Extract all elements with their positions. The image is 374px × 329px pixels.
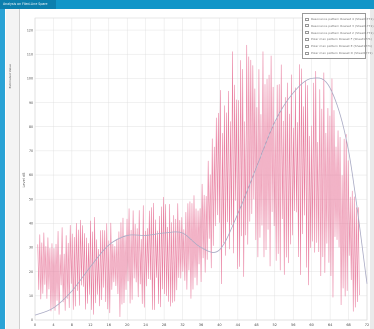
x-tick-label: 4 [52, 323, 55, 327]
x-tick-label: 68 [346, 323, 350, 327]
y-tick-label: 80 [29, 125, 33, 129]
y-tick-label: 50 [29, 197, 33, 201]
legend-label: Polar max pattern Rowset E (Sheet1771) [311, 44, 373, 49]
x-tick-label: 28 [162, 323, 166, 327]
x-tick-label: 24 [143, 323, 148, 327]
legend-swatch [305, 31, 309, 35]
y-tick-label: 110 [27, 52, 33, 56]
x-tick-label: 48 [254, 323, 258, 327]
legend-swatch [305, 44, 309, 48]
analysis-tab[interactable]: Analysis on Filed-Line Spare [0, 0, 56, 9]
trend-series-line [34, 77, 368, 316]
x-tick-label: 0 [34, 323, 36, 327]
y-tick-label: 0 [31, 318, 33, 322]
y-tick-label: 40 [29, 222, 33, 226]
window-titlebar [0, 0, 374, 9]
y-axis-label: Level dB [22, 172, 26, 188]
x-tick-label: 52 [273, 323, 277, 327]
legend-label: Resonance pattern Rowset 3 (Sheet1771) [311, 23, 374, 28]
legend-item: Polar max pattern Rowset D (Sheet1771) [305, 51, 373, 55]
x-tick-label: 72 [365, 323, 369, 327]
y-tick-label: 90 [29, 101, 33, 105]
legend-item: Resonance pattern Rowset 4 (Sheet1771) [305, 17, 374, 21]
legend-swatch [305, 37, 309, 41]
y-tick-label: 70 [29, 149, 33, 153]
y-tick-label: 30 [29, 246, 33, 250]
left-dock-strip [0, 9, 5, 329]
x-tick-label: 12 [88, 323, 92, 327]
tick-labels: 0 4 8 12 16 20 24 28 32 36 40 44 48 52 56 60 64 68 7201020… [27, 28, 369, 327]
legend-label: Resonance pattern Rowset 2 (Sheet1771) [311, 30, 374, 35]
series-group [34, 44, 368, 317]
x-tick-label: 32 [180, 323, 184, 327]
legend-label: Resonance pattern Rowset 4 (Sheet1771) [311, 17, 374, 21]
x-tick-label: 8 [71, 323, 73, 327]
legend-item: Polar max pattern Rowset F (Sheet1771) [305, 37, 372, 41]
legend-swatch [305, 17, 309, 21]
x-tick-label: 36 [199, 323, 203, 327]
x-tick-label: 44 [236, 323, 241, 327]
x-tick-label: 20 [125, 323, 129, 327]
x-tick-label: 56 [291, 323, 295, 327]
y-tick-label: 10 [29, 294, 33, 298]
y-tick-label: 100 [27, 77, 33, 81]
right-scroll-strip[interactable] [370, 9, 374, 329]
legend: Resonance pattern Rowset 4 (Sheet1771) Re… [302, 13, 374, 59]
legend-label: Polar max pattern Rowset F (Sheet1771) [311, 37, 372, 42]
x-tick-label: 40 [217, 323, 221, 327]
legend-item: Polar max pattern Rowset E (Sheet1771) [305, 44, 372, 48]
legend-item: Resonance pattern Rowset 3 (Sheet1771) [305, 24, 374, 28]
legend-swatch [305, 24, 309, 28]
x-tick-label: 64 [328, 323, 333, 327]
legend-swatch [305, 51, 309, 55]
legend-label: Polar max pattern Rowset D (Sheet1771) [311, 51, 373, 55]
y-tick-label: 20 [29, 270, 33, 274]
x-tick-label: 16 [107, 323, 111, 327]
y-tick-label: 120 [27, 28, 33, 32]
y-axis-title-panel: Estimated Value [6, 9, 20, 329]
x-tick-label: 60 [309, 323, 313, 327]
y-tick-label: 60 [29, 173, 33, 177]
legend-item: Resonance pattern Rowset 2 (Sheet1771) [305, 31, 374, 35]
signal-series-line [37, 44, 360, 317]
